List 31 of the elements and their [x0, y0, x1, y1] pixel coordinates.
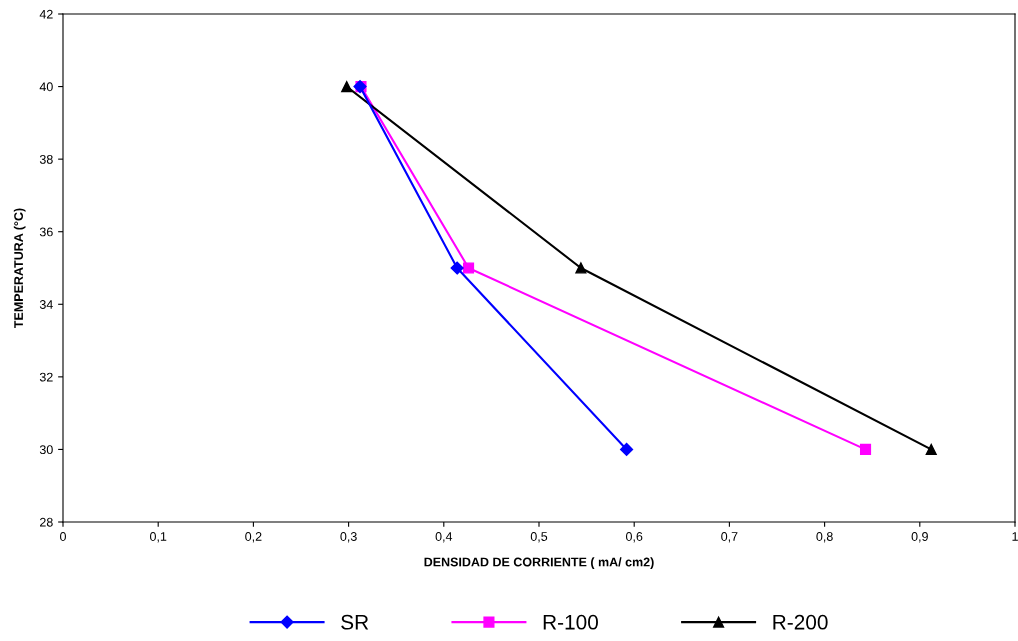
legend-label: R-200 [773, 614, 828, 630]
x-tick-label: 0,8 [816, 532, 833, 543]
point [450, 261, 464, 275]
point [462, 262, 475, 274]
x-tick-label: 0,9 [911, 532, 928, 543]
x-tick-label: 0 [60, 532, 66, 541]
point [925, 443, 937, 455]
x-tick-label: 0,3 [340, 532, 357, 543]
legend-label: SR [341, 614, 369, 630]
point [619, 442, 634, 457]
y-tick-label: 34 [39, 300, 53, 309]
y-tick-label: 36 [39, 227, 53, 237]
x-tick-label: 1 [1012, 532, 1018, 541]
x-tick-label: 0,4 [435, 532, 453, 543]
y-tick-label: 28 [40, 517, 53, 527]
point [859, 443, 872, 455]
x-tick-label: 0,6 [626, 532, 643, 543]
x-tick-label: 0,1 [150, 532, 167, 543]
y-tick-label: 42 [39, 9, 53, 19]
y-tick-label: 32 [39, 372, 53, 382]
x-tick-label: 0,5 [530, 532, 548, 543]
legend-label: R-100 [543, 614, 598, 630]
y-axis-title: TEMPERATURA (°C) [13, 208, 26, 328]
y-tick-label: 38 [39, 154, 53, 164]
y-tick-label: 30 [39, 445, 53, 455]
point [341, 81, 353, 93]
x-axis-title: DENSIDAD DE CORRIENTE ( mA/ cm2) [424, 557, 654, 569]
point [575, 262, 587, 274]
x-tick-label: 0,7 [721, 532, 738, 543]
x-tick-label: 0,2 [245, 532, 262, 543]
y-tick-label: 40 [39, 82, 53, 92]
